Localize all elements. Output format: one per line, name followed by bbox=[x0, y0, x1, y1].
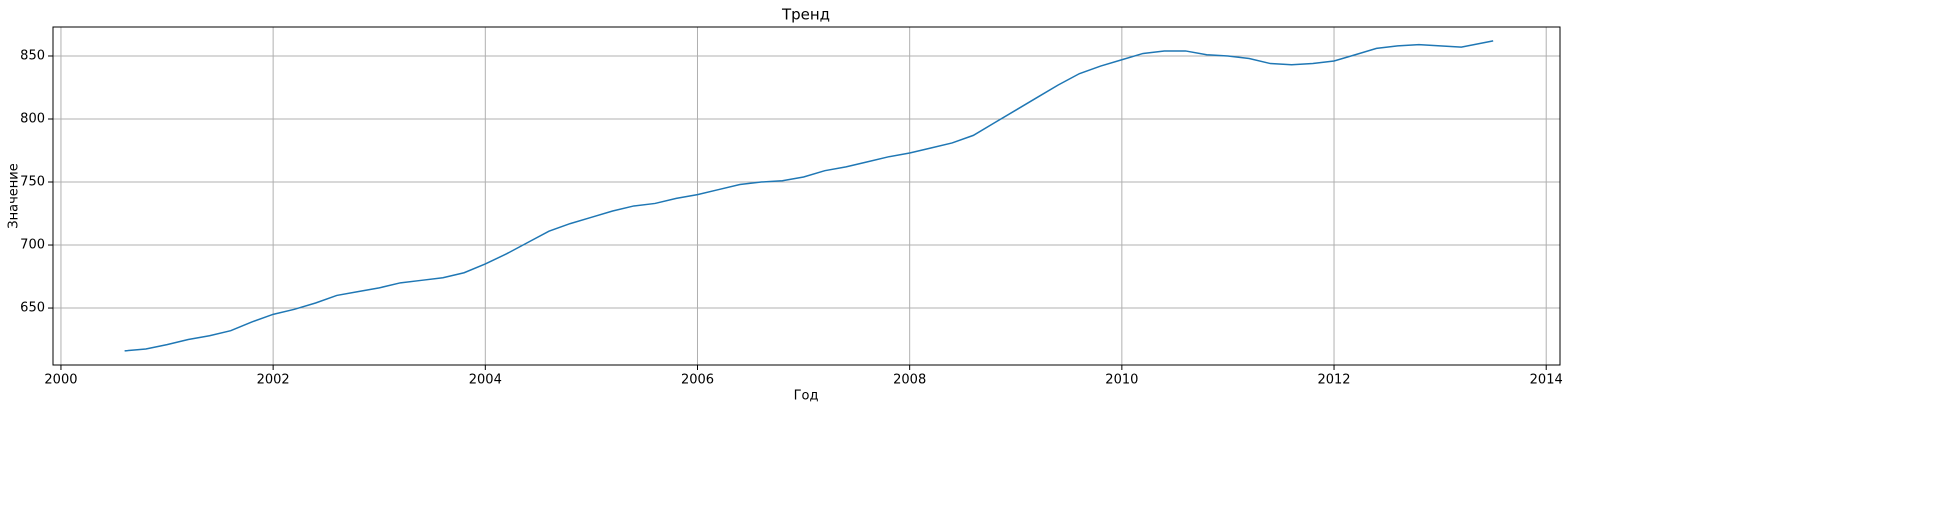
x-tick-label: 2010 bbox=[1105, 373, 1138, 388]
x-tick-label: 2014 bbox=[1530, 373, 1563, 388]
x-tick-label: 2002 bbox=[257, 373, 290, 388]
y-tick-label: 750 bbox=[20, 175, 45, 190]
y-tick-label: 700 bbox=[20, 238, 45, 253]
plot-frame bbox=[52, 26, 1561, 366]
x-tick-label: 2006 bbox=[681, 373, 714, 388]
x-tick-label: 2004 bbox=[469, 373, 502, 388]
y-axis-label: Значение bbox=[7, 163, 22, 228]
x-tick-label: 2012 bbox=[1317, 373, 1350, 388]
line bbox=[124, 40, 1494, 352]
y-tick-label: 850 bbox=[20, 48, 45, 63]
x-tick-label: 2000 bbox=[44, 373, 77, 388]
y-tick-label: 650 bbox=[20, 301, 45, 316]
x-tick-label: 2008 bbox=[893, 373, 926, 388]
x-axis-label: Год bbox=[794, 389, 819, 404]
chart-title: Тренд bbox=[781, 6, 830, 24]
y-tick-label: 800 bbox=[20, 111, 45, 126]
